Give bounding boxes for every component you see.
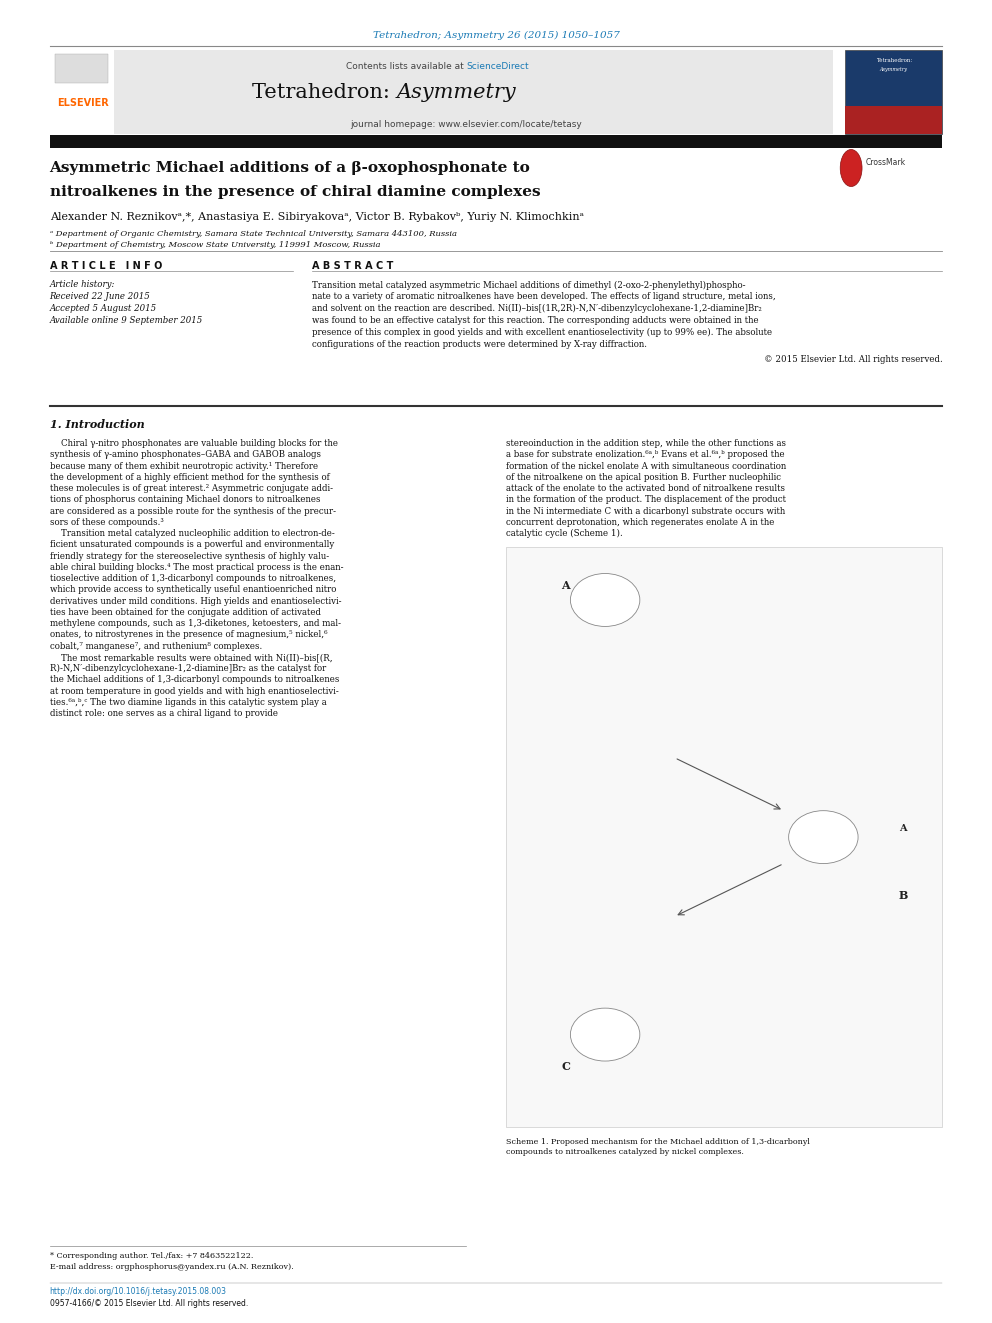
Text: E-mail address: orgphosphorus@yandex.ru (A.N. Reznikov).: E-mail address: orgphosphorus@yandex.ru … bbox=[50, 1263, 294, 1271]
Text: Transition metal catalyzed nucleophilic addition to electron-de-: Transition metal catalyzed nucleophilic … bbox=[50, 529, 334, 538]
Text: A: A bbox=[561, 579, 569, 591]
Text: the Michael additions of 1,3-dicarbonyl compounds to nitroalkenes: the Michael additions of 1,3-dicarbonyl … bbox=[50, 675, 339, 684]
Text: Asymmetric Michael additions of a β-oxophosphonate to: Asymmetric Michael additions of a β-oxop… bbox=[50, 161, 531, 176]
Text: ties have been obtained for the conjugate addition of activated: ties have been obtained for the conjugat… bbox=[50, 609, 320, 617]
Text: Available online 9 September 2015: Available online 9 September 2015 bbox=[50, 316, 202, 325]
Text: was found to be an effective catalyst for this reaction. The corresponding adduc: was found to be an effective catalyst fo… bbox=[312, 316, 759, 325]
Text: journal homepage: www.elsevier.com/locate/tetasy: journal homepage: www.elsevier.com/locat… bbox=[350, 120, 582, 130]
Ellipse shape bbox=[840, 149, 862, 187]
Text: The most remarkable results were obtained with Ni(II)–bis[(R,: The most remarkable results were obtaine… bbox=[50, 652, 332, 662]
Text: a base for substrate enolization.⁶ᵃ,ᵇ Evans et al.⁶ᵃ,ᵇ proposed the: a base for substrate enolization.⁶ᵃ,ᵇ Ev… bbox=[506, 450, 785, 459]
Text: able chiral building blocks.⁴ The most practical process is the enan-: able chiral building blocks.⁴ The most p… bbox=[50, 564, 343, 572]
Text: because many of them exhibit neurotropic activity.¹ Therefore: because many of them exhibit neurotropic… bbox=[50, 462, 317, 471]
Text: A R T I C L E   I N F O: A R T I C L E I N F O bbox=[50, 261, 162, 271]
Text: ficient unsaturated compounds is a powerful and environmentally: ficient unsaturated compounds is a power… bbox=[50, 540, 334, 549]
Text: derivatives under mild conditions. High yields and enantioselectivi-: derivatives under mild conditions. High … bbox=[50, 597, 341, 606]
Text: friendly strategy for the stereoselective synthesis of highly valu-: friendly strategy for the stereoselectiv… bbox=[50, 552, 328, 561]
Text: which provide access to synthetically useful enantioenriched nitro: which provide access to synthetically us… bbox=[50, 585, 336, 594]
Text: nate to a variety of aromatic nitroalkenes have been developed. The effects of l: nate to a variety of aromatic nitroalken… bbox=[312, 292, 776, 302]
Text: stereoinduction in the addition step, while the other functions as: stereoinduction in the addition step, wh… bbox=[506, 439, 786, 448]
Text: formation of the nickel enolate A with simultaneous coordination: formation of the nickel enolate A with s… bbox=[506, 462, 787, 471]
Text: 0957-4166/© 2015 Elsevier Ltd. All rights reserved.: 0957-4166/© 2015 Elsevier Ltd. All right… bbox=[50, 1299, 248, 1308]
Text: sors of these compounds.³: sors of these compounds.³ bbox=[50, 517, 164, 527]
Text: of the nitroalkene on the apical position B. Further nucleophilic: of the nitroalkene on the apical positio… bbox=[506, 472, 781, 482]
Text: Accepted 5 August 2015: Accepted 5 August 2015 bbox=[50, 304, 157, 314]
Text: CrossMark: CrossMark bbox=[866, 159, 906, 167]
Text: the development of a highly efficient method for the synthesis of: the development of a highly efficient me… bbox=[50, 472, 329, 482]
Text: onates, to nitrostyrenes in the presence of magnesium,⁵ nickel,⁶: onates, to nitrostyrenes in the presence… bbox=[50, 630, 327, 639]
Text: C: C bbox=[561, 1061, 569, 1072]
Text: Asymmetry: Asymmetry bbox=[397, 83, 517, 102]
FancyBboxPatch shape bbox=[845, 106, 942, 134]
Text: Article history:: Article history: bbox=[50, 280, 115, 290]
Text: at room temperature in good yields and with high enantioselectivi-: at room temperature in good yields and w… bbox=[50, 687, 338, 696]
FancyBboxPatch shape bbox=[50, 135, 942, 148]
Text: Asymmetry: Asymmetry bbox=[880, 67, 908, 73]
Text: synthesis of γ-amino phosphonates–GABA and GABOB analogs: synthesis of γ-amino phosphonates–GABA a… bbox=[50, 450, 320, 459]
Text: and solvent on the reaction are described. Ni(II)–bis[(1R,2R)-N,N′-dibenzylcyclo: and solvent on the reaction are describe… bbox=[312, 304, 762, 314]
Text: Received 22 June 2015: Received 22 June 2015 bbox=[50, 292, 151, 302]
Text: * Corresponding author. Tel./fax: +7 8463522122.: * Corresponding author. Tel./fax: +7 846… bbox=[50, 1252, 253, 1259]
Text: are considered as a possible route for the synthesis of the precur-: are considered as a possible route for t… bbox=[50, 507, 335, 516]
FancyBboxPatch shape bbox=[114, 50, 833, 134]
Text: catalytic cycle (Scheme 1).: catalytic cycle (Scheme 1). bbox=[506, 529, 623, 538]
Text: ScienceDirect: ScienceDirect bbox=[466, 62, 529, 71]
Text: Alexander N. Reznikovᵃ,*, Anastasiya E. Sibiryakovaᵃ, Victor B. Rybakovᵇ, Yuriy : Alexander N. Reznikovᵃ,*, Anastasiya E. … bbox=[50, 212, 583, 222]
Ellipse shape bbox=[570, 574, 640, 627]
Text: A B S T R A C T: A B S T R A C T bbox=[312, 261, 394, 271]
Ellipse shape bbox=[570, 1008, 640, 1061]
Text: cobalt,⁷ manganese⁷, and ruthenium⁸ complexes.: cobalt,⁷ manganese⁷, and ruthenium⁸ comp… bbox=[50, 642, 262, 651]
Text: Tetrahedron; Asymmetry 26 (2015) 1050–1057: Tetrahedron; Asymmetry 26 (2015) 1050–10… bbox=[373, 30, 619, 40]
Text: methylene compounds, such as 1,3-diketones, ketoesters, and mal-: methylene compounds, such as 1,3-diketon… bbox=[50, 619, 340, 628]
FancyBboxPatch shape bbox=[55, 54, 108, 83]
Text: these molecules is of great interest.² Asymmetric conjugate addi-: these molecules is of great interest.² A… bbox=[50, 484, 332, 493]
Text: R)-N,N′-dibenzylcyclohexane-1,2-diamine]Br₂ as the catalyst for: R)-N,N′-dibenzylcyclohexane-1,2-diamine]… bbox=[50, 664, 325, 673]
Text: in the formation of the product. The displacement of the product: in the formation of the product. The dis… bbox=[506, 495, 786, 504]
Text: Transition metal catalyzed asymmetric Michael additions of dimethyl (2-oxo-2-phe: Transition metal catalyzed asymmetric Mi… bbox=[312, 280, 746, 290]
Text: concurrent deprotonation, which regenerates enolate A in the: concurrent deprotonation, which regenera… bbox=[506, 517, 775, 527]
FancyBboxPatch shape bbox=[506, 548, 942, 1127]
Text: ᵃ Department of Organic Chemistry, Samara State Technical University, Samara 443: ᵃ Department of Organic Chemistry, Samar… bbox=[50, 230, 456, 238]
FancyBboxPatch shape bbox=[845, 50, 942, 134]
Text: A: A bbox=[899, 824, 907, 833]
Text: nitroalkenes in the presence of chiral diamine complexes: nitroalkenes in the presence of chiral d… bbox=[50, 185, 541, 200]
Text: Tetrahedron:: Tetrahedron: bbox=[252, 83, 397, 102]
Text: ᵇ Department of Chemistry, Moscow State University, 119991 Moscow, Russia: ᵇ Department of Chemistry, Moscow State … bbox=[50, 241, 380, 249]
Text: tioselective addition of 1,3-dicarbonyl compounds to nitroalkenes,: tioselective addition of 1,3-dicarbonyl … bbox=[50, 574, 335, 583]
Text: http://dx.doi.org/10.1016/j.tetasy.2015.08.003: http://dx.doi.org/10.1016/j.tetasy.2015.… bbox=[50, 1287, 226, 1297]
Text: attack of the enolate to the activated bond of nitroalkene results: attack of the enolate to the activated b… bbox=[506, 484, 785, 493]
Text: © 2015 Elsevier Ltd. All rights reserved.: © 2015 Elsevier Ltd. All rights reserved… bbox=[764, 355, 942, 364]
Text: in the Ni intermediate C with a dicarbonyl substrate occurs with: in the Ni intermediate C with a dicarbon… bbox=[506, 507, 786, 516]
Text: configurations of the reaction products were determined by X-ray diffraction.: configurations of the reaction products … bbox=[312, 340, 648, 349]
Text: Chiral γ-nitro phosphonates are valuable building blocks for the: Chiral γ-nitro phosphonates are valuable… bbox=[50, 439, 337, 448]
Text: 1. Introduction: 1. Introduction bbox=[50, 419, 145, 430]
Text: presence of this complex in good yields and with excellent enantioselectivity (u: presence of this complex in good yields … bbox=[312, 328, 773, 337]
Text: Scheme 1. Proposed mechanism for the Michael addition of 1,3-dicarbonyl
compound: Scheme 1. Proposed mechanism for the Mic… bbox=[506, 1138, 809, 1156]
Text: Contents lists available at: Contents lists available at bbox=[345, 62, 466, 71]
Text: tions of phosphorus containing Michael donors to nitroalkenes: tions of phosphorus containing Michael d… bbox=[50, 495, 320, 504]
Text: Tetrahedron:: Tetrahedron: bbox=[876, 58, 912, 64]
Text: ties.⁶ᵃ,ᵇ,ᶜ The two diamine ligands in this catalytic system play a: ties.⁶ᵃ,ᵇ,ᶜ The two diamine ligands in t… bbox=[50, 697, 326, 706]
Ellipse shape bbox=[789, 811, 858, 864]
Text: distinct role: one serves as a chiral ligand to provide: distinct role: one serves as a chiral li… bbox=[50, 709, 278, 718]
Text: B: B bbox=[898, 890, 908, 901]
Text: ELSEVIER: ELSEVIER bbox=[58, 98, 109, 108]
